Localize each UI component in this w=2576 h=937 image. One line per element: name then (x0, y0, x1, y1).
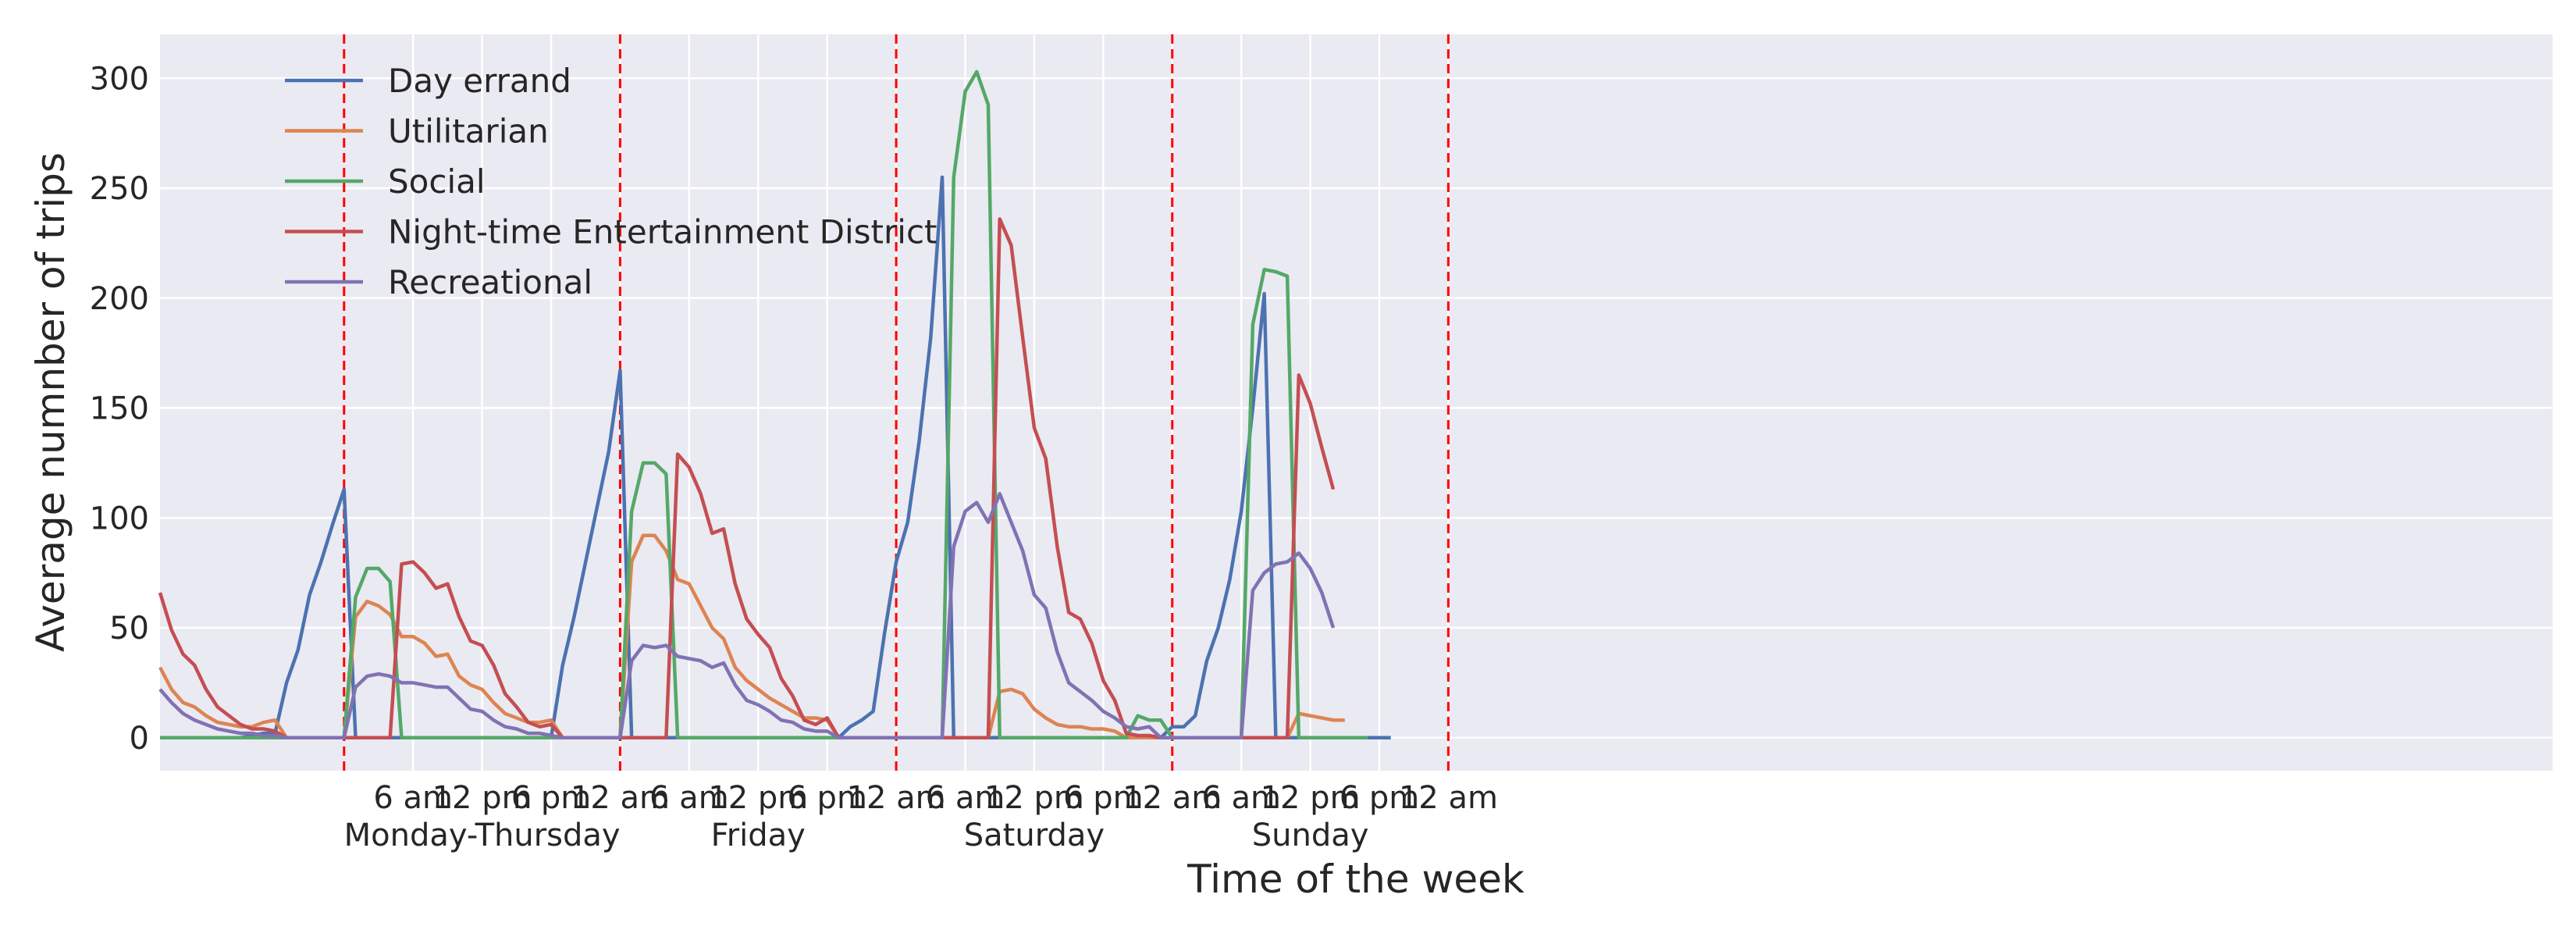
x-tick-label: 12 pm (708, 780, 808, 816)
x-tick-label: 6 am (1201, 780, 1281, 816)
series-line (158, 217, 1336, 740)
x-tick-label: 12 am (571, 780, 670, 816)
legend-label: Social (388, 162, 486, 201)
y-tick-label: 300 (90, 61, 149, 97)
x-tick-label: 6 pm (1340, 780, 1420, 816)
series-line (158, 492, 1336, 740)
y-axis-title: Average numnber of trips (28, 152, 73, 652)
x-tick-label: 6 am (649, 780, 729, 816)
x-tick-label: 12 pm (432, 780, 532, 816)
day-label: Friday (711, 818, 806, 853)
legend: Day errand Utilitarian Social Night-time En… (285, 62, 938, 301)
x-tick-label: 6 am (926, 780, 1005, 816)
legend-label: Night-time Entertainment District (388, 213, 938, 251)
x-tick-label: 6 am (373, 780, 453, 816)
y-tick-label: 100 (90, 501, 149, 536)
day-boundary-lines (343, 34, 1450, 771)
legend-label: Recreational (388, 263, 592, 301)
day-label: Sunday (1252, 818, 1369, 853)
y-tick-label: 250 (90, 171, 149, 207)
day-label: Monday-Thursday (344, 818, 621, 853)
x-tick-label: 12 am (1123, 780, 1222, 816)
day-label: Saturday (964, 818, 1105, 853)
series-line (160, 69, 1368, 740)
day-labels: Monday-Thursday Friday Saturday Sunday (344, 818, 1369, 853)
x-axis-title: Time of the week (1187, 857, 1525, 902)
x-tick-label: 12 am (1399, 780, 1498, 816)
legend-label: Utilitarian (388, 112, 549, 151)
series-lines (158, 69, 1391, 740)
y-tick-label: 200 (90, 281, 149, 317)
y-tick-label: 50 (109, 611, 149, 647)
x-tick-label: 12 pm (1261, 780, 1361, 816)
x-tick-label: 6 pm (787, 780, 867, 816)
series-line (158, 533, 1345, 740)
x-tick-label: 6 pm (511, 780, 592, 816)
y-axis-ticks: 0 50 100 150 200 250 300 (90, 61, 149, 756)
legend-label: Day errand (388, 62, 571, 100)
y-tick-label: 150 (90, 391, 149, 427)
x-tick-label: 6 pm (1063, 780, 1144, 816)
y-tick-label: 0 (130, 721, 149, 757)
plot-area (160, 34, 2553, 771)
x-tick-label: 12 pm (984, 780, 1084, 816)
x-tick-label: 12 am (847, 780, 946, 816)
